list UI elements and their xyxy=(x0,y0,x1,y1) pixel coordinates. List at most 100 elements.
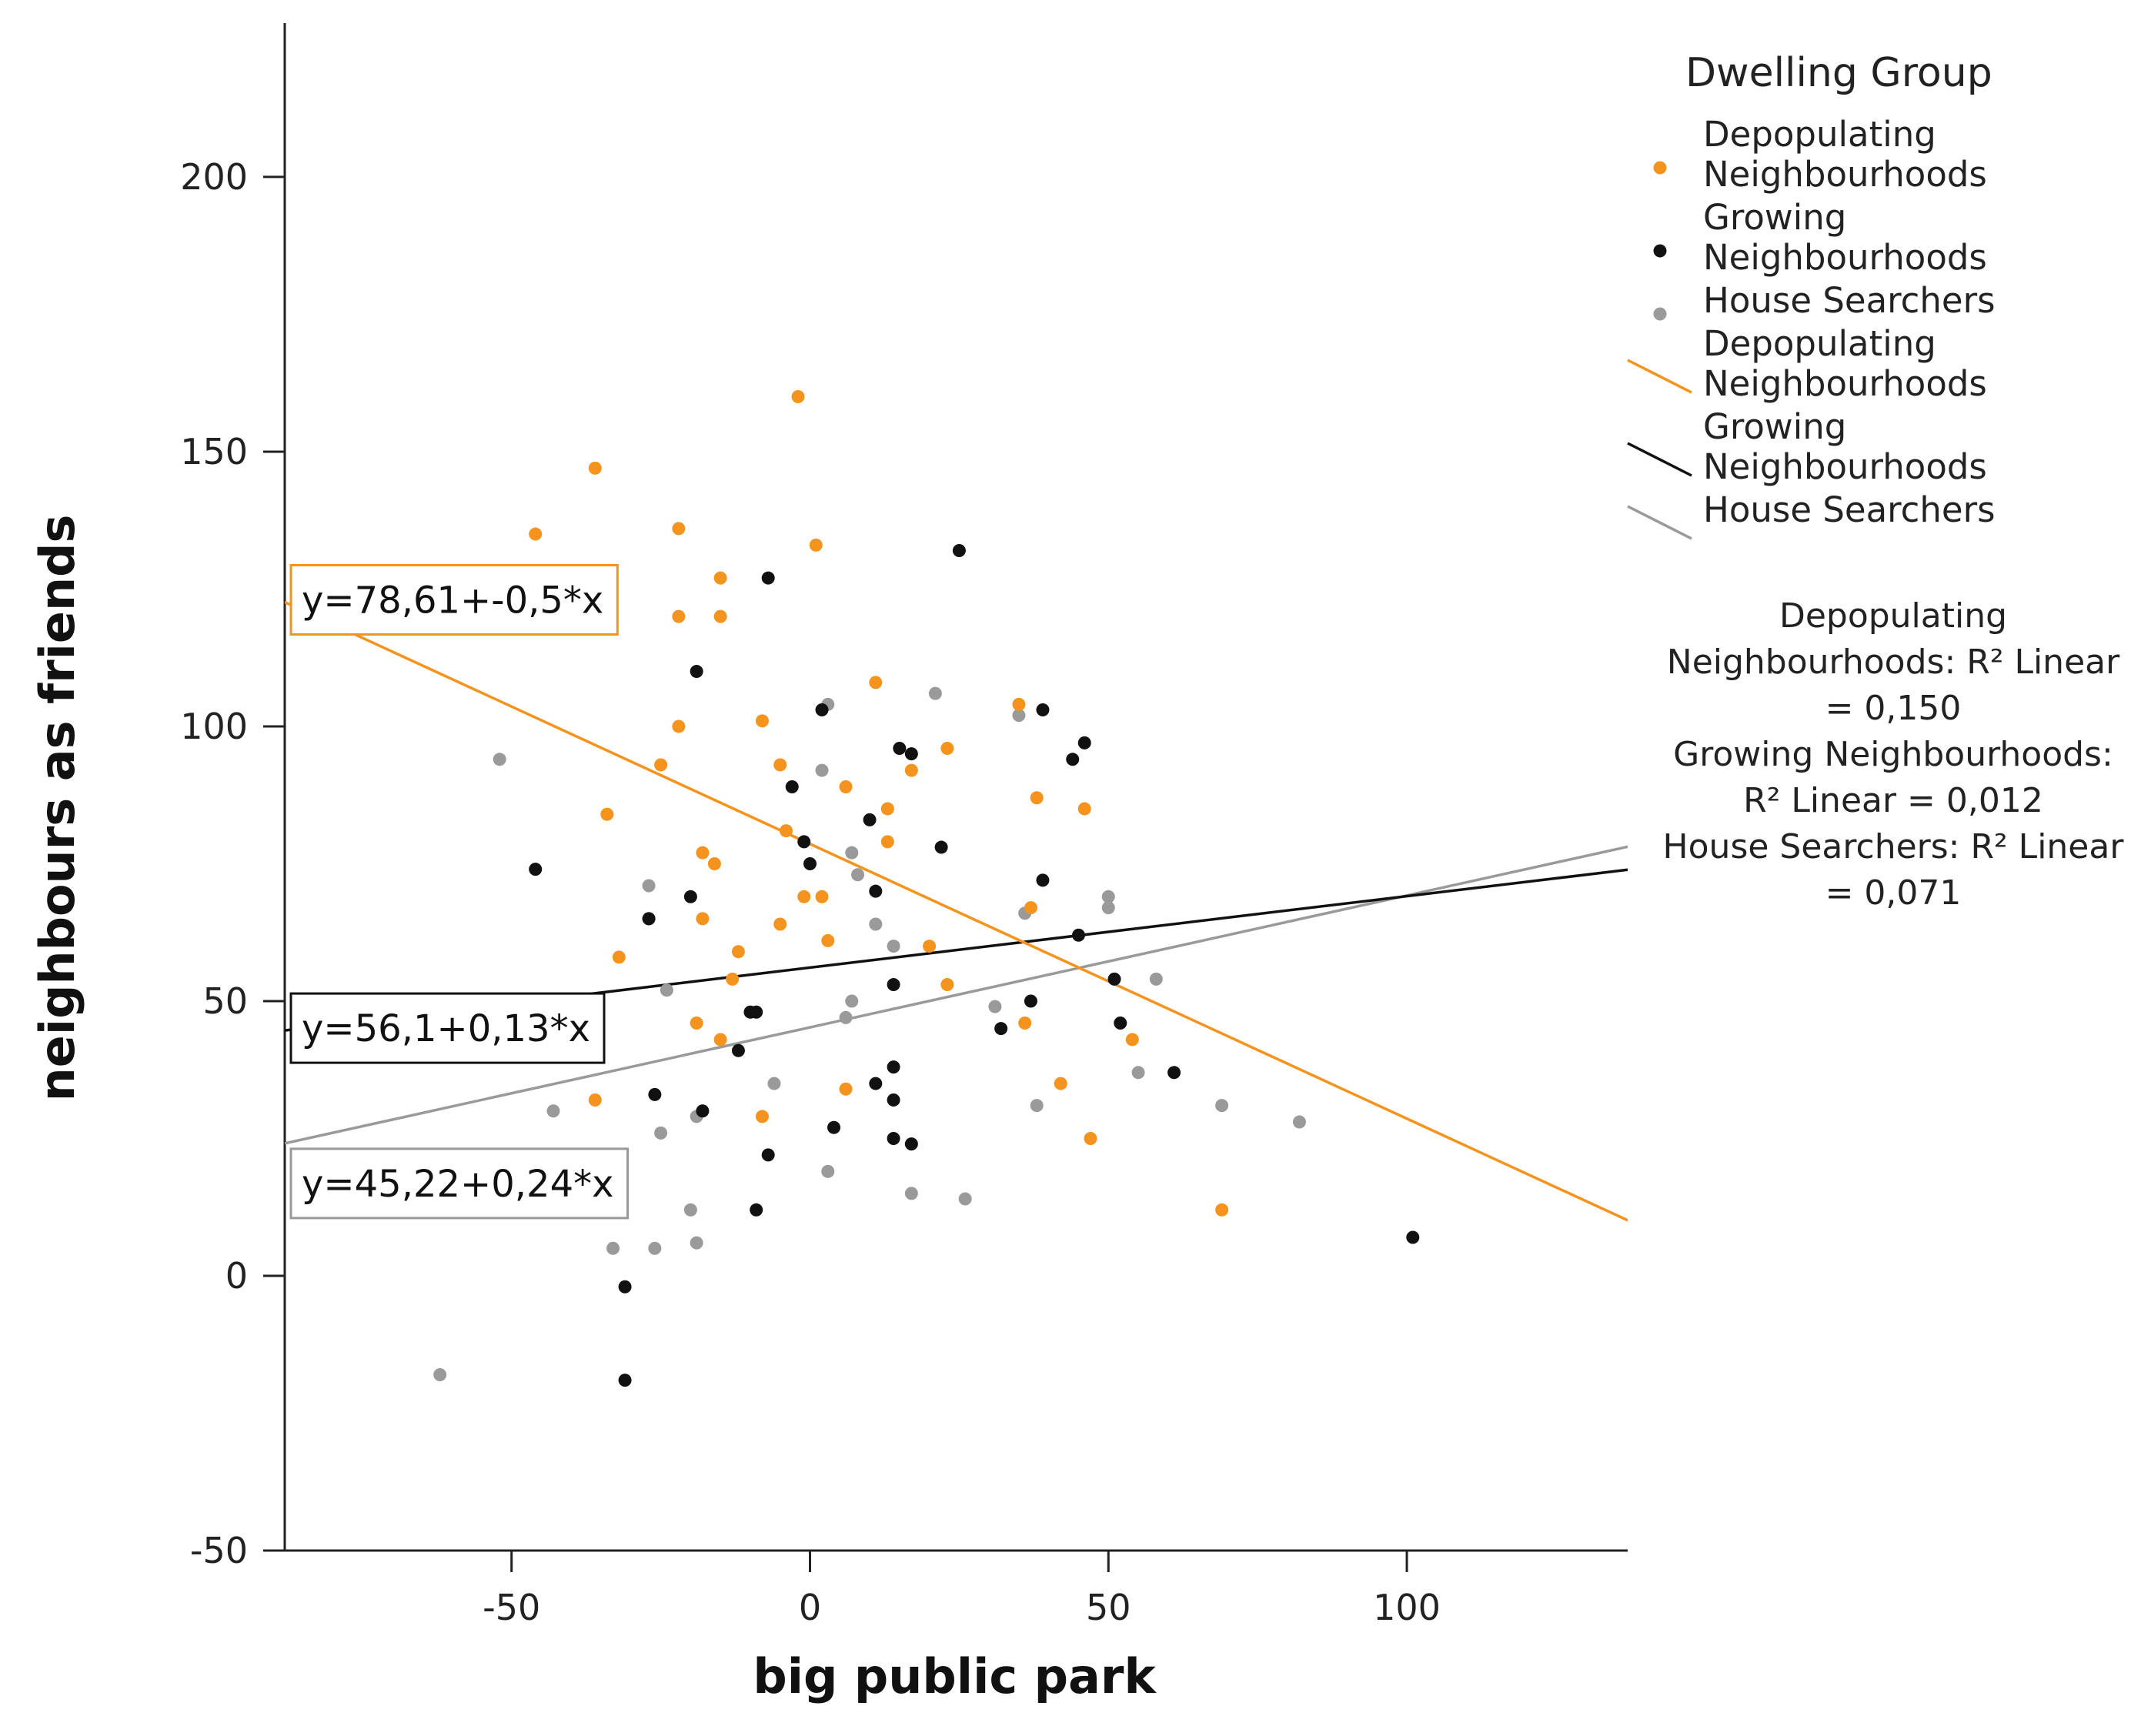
growing-point xyxy=(761,571,775,585)
depopulating-point xyxy=(791,390,805,404)
depopulating-point xyxy=(755,1110,769,1123)
house-searchers-point xyxy=(767,1077,781,1090)
house-searchers-point xyxy=(1012,709,1026,723)
growing-point xyxy=(696,1104,710,1118)
depopulating-point xyxy=(1024,901,1037,915)
depopulating-point xyxy=(588,1093,602,1107)
growing-point xyxy=(869,884,883,898)
depopulating-point xyxy=(654,758,668,772)
depopulating-point xyxy=(880,835,894,849)
house-searchers-point xyxy=(1292,1115,1306,1129)
growing-point xyxy=(1077,736,1091,749)
r2-line: = 0,150 xyxy=(1825,689,1962,728)
house-searchers-point xyxy=(683,1203,697,1217)
growing-point xyxy=(648,1087,662,1101)
depopulating-point xyxy=(773,917,787,931)
x-tick-label: 0 xyxy=(799,1587,821,1628)
r2-line: House Searchers: R² Linear xyxy=(1663,827,2125,866)
depopulating-point xyxy=(940,978,954,992)
depopulating-point xyxy=(773,758,787,772)
house-searchers-point xyxy=(845,846,859,860)
legend-swatch xyxy=(1627,505,1692,540)
depopulating-point xyxy=(809,538,823,552)
depopulating-point xyxy=(779,824,793,838)
growing-point xyxy=(1406,1230,1420,1244)
depopulating-point xyxy=(815,890,829,903)
house-searchers-point xyxy=(1030,1099,1044,1113)
depopulating-point xyxy=(696,912,710,926)
house-searchers-point xyxy=(845,994,859,1008)
legend-label: Neighbourhoods xyxy=(1703,446,1987,487)
depopulating-point xyxy=(612,950,626,964)
house-searchers-point xyxy=(958,1192,972,1206)
depopulating-point xyxy=(696,846,710,860)
growing-point xyxy=(642,912,656,926)
x-axis-title: big public park xyxy=(753,1648,1157,1704)
house-searchers-point xyxy=(546,1104,560,1118)
growing-point xyxy=(994,1022,1008,1036)
legend-label: Neighbourhoods xyxy=(1703,154,1987,195)
equation-text: y=78,61+-0,5*x xyxy=(302,579,603,623)
depopulating-point xyxy=(940,742,954,756)
depopulating-point xyxy=(672,719,686,733)
y-tick-label: 150 xyxy=(180,431,248,472)
depopulating-point xyxy=(713,609,727,623)
growing-point xyxy=(827,1120,841,1134)
growing-point xyxy=(1036,873,1050,887)
depopulating-point xyxy=(600,807,614,821)
depopulating-point xyxy=(1215,1203,1229,1217)
depopulating-point xyxy=(880,802,894,816)
growing-point xyxy=(863,813,877,826)
equation-box xyxy=(289,1147,630,1220)
growing-point xyxy=(1107,972,1121,986)
x-tick-label: -50 xyxy=(483,1587,540,1628)
depopulating-point xyxy=(1125,1033,1139,1047)
growing-point xyxy=(887,1131,900,1145)
y-tick-label: -50 xyxy=(190,1530,248,1571)
depopulating-point xyxy=(904,763,918,777)
x-tick-label: 50 xyxy=(1086,1587,1131,1628)
growing-point xyxy=(683,890,697,903)
y-tick-label: 0 xyxy=(225,1255,248,1297)
growing-point xyxy=(1167,1066,1181,1080)
growing-point xyxy=(803,856,817,870)
r2-annotation: Depopulating Neighbourhoods: R² Linear = 0… xyxy=(1663,596,2125,913)
legend-label: Neighbourhoods xyxy=(1703,237,1987,278)
depopulating-equation-label: y=78,61+-0,5*x xyxy=(289,564,619,636)
house-searchers-point xyxy=(904,1187,918,1200)
house-searchers-point xyxy=(654,1126,668,1140)
depopulating-point xyxy=(1077,802,1091,816)
depopulating-point xyxy=(713,1033,727,1047)
growing-point xyxy=(1024,994,1037,1008)
growing-point xyxy=(529,863,543,876)
r2-line: = 0,071 xyxy=(1825,873,1962,913)
depopulating-point xyxy=(713,571,727,585)
legend-swatch xyxy=(1653,307,1667,321)
legend-swatch xyxy=(1653,244,1667,258)
house-searchers-point xyxy=(1131,1066,1145,1080)
x-tick-label: 100 xyxy=(1373,1587,1441,1628)
r2-line: R² Linear = 0,012 xyxy=(1743,781,2043,820)
fit-lines xyxy=(285,600,1628,1222)
axes xyxy=(283,23,1628,1552)
growing-point xyxy=(904,747,918,761)
legend-swatch xyxy=(1653,161,1667,175)
depopulating-point xyxy=(726,972,740,986)
growing-point xyxy=(1071,928,1085,942)
depopulating-point xyxy=(821,933,835,947)
growing-point xyxy=(934,840,948,854)
legend-label: Depopulating xyxy=(1703,114,1936,155)
growing-point xyxy=(785,780,799,793)
equation-text: y=45,22+0,24*x xyxy=(302,1163,614,1206)
growing-point xyxy=(887,978,900,992)
legend-label: House Searchers xyxy=(1703,489,1996,530)
house-searchers-point xyxy=(648,1241,662,1255)
equation-text: y=56,1+0,13*x xyxy=(302,1007,590,1050)
house-searchers-point xyxy=(821,1164,835,1178)
legend-title: Dwelling Group xyxy=(1685,50,1992,96)
legend-swatch xyxy=(1627,359,1692,394)
growing-point xyxy=(750,1005,763,1019)
r2-line: Growing Neighbourhoods: xyxy=(1673,735,2113,774)
